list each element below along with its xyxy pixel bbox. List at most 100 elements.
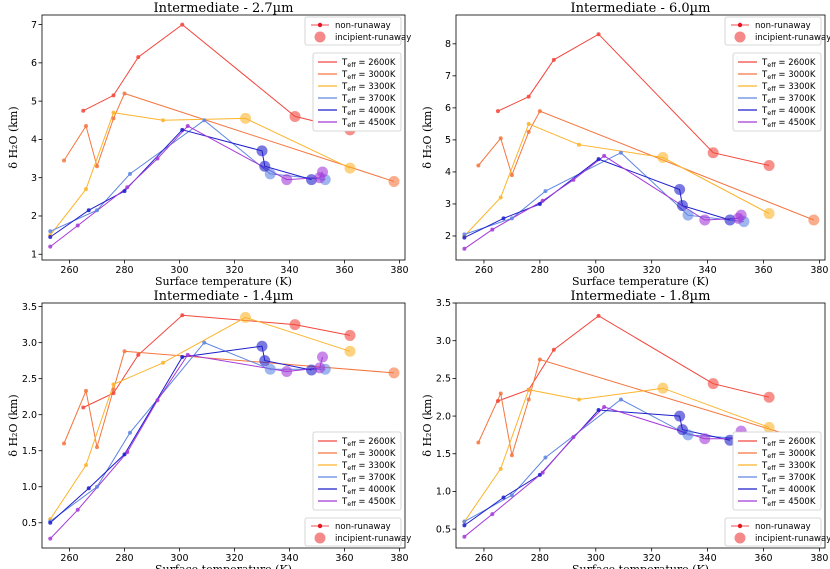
- non-runaway-point: [509, 493, 514, 498]
- non-runaway-point: [180, 355, 185, 360]
- series-line-teff-3000k: [63, 350, 395, 448]
- y-tick-label: 1.5: [22, 446, 37, 457]
- non-runaway-point: [48, 235, 53, 240]
- y-axis-label: δ H₂O (km): [421, 394, 434, 456]
- y-tick-label: 1: [31, 249, 37, 260]
- non-runaway-point: [161, 118, 165, 123]
- non-runaway-point: [490, 512, 495, 517]
- non-runaway-point: [462, 523, 467, 528]
- non-runaway-point: [180, 127, 185, 132]
- non-runaway-point: [75, 507, 80, 512]
- series-line-teff-3300k: [49, 112, 351, 236]
- legend-marker-non-runaway: [317, 523, 323, 529]
- non-runaway-point: [86, 486, 91, 491]
- non-runaway-point: [86, 208, 91, 213]
- teff-legend-label: Teff = 3700K: [341, 473, 396, 484]
- incipient-point: [763, 208, 775, 220]
- incipient-point: [344, 345, 356, 357]
- y-tick-label: 0.5: [22, 518, 37, 529]
- y-tick-label: 1.0: [22, 482, 37, 493]
- non-runaway-point: [62, 441, 66, 446]
- y-tick-label: 6: [31, 58, 37, 69]
- incipient-point: [657, 152, 669, 164]
- x-tick-label: 340: [699, 553, 717, 564]
- y-tick-label: 2.5: [436, 374, 451, 385]
- y-tick-label: 2.5: [22, 374, 37, 385]
- non-runaway-point: [462, 235, 467, 240]
- non-runaway-point: [526, 387, 531, 392]
- legend-marker-incipient: [314, 532, 326, 544]
- chart-title: Intermediate - 1.8µm: [571, 289, 711, 304]
- teff-legend-label: Teff = 2600K: [761, 58, 816, 69]
- non-runaway-point: [540, 198, 545, 203]
- non-runaway-point: [111, 116, 116, 121]
- y-tick-label: 3.0: [22, 338, 37, 349]
- non-runaway-point: [125, 185, 130, 190]
- non-runaway-point: [128, 171, 132, 176]
- x-tick-label: 360: [754, 553, 772, 564]
- y-tick-label: 5: [31, 96, 37, 107]
- non-runaway-point: [122, 349, 127, 354]
- incipient-point: [699, 214, 711, 226]
- non-runaway-point: [551, 347, 556, 352]
- x-tick-label: 320: [225, 553, 243, 564]
- incipient-point: [763, 421, 775, 433]
- non-runaway-point: [490, 227, 495, 232]
- x-axis-label: Surface temperature (K): [155, 275, 292, 288]
- series-line-teff-4000k: [50, 129, 312, 238]
- teff-legend-label: Teff = 4000K: [761, 106, 816, 117]
- x-axis-label: Surface temperature (K): [572, 563, 709, 569]
- series-line-teff-3700k: [50, 119, 326, 232]
- y-tick-label: 1.5: [436, 449, 451, 460]
- x-tick-label: 300: [170, 553, 188, 564]
- y-axis-label: δ H₂O (km): [421, 106, 434, 168]
- x-tick-label: 260: [475, 553, 493, 564]
- x-tick-label: 320: [225, 265, 243, 276]
- incipient-point: [676, 424, 688, 436]
- x-tick-label: 280: [531, 553, 549, 564]
- teff-legend-label: Teff = 4000K: [341, 485, 396, 496]
- non-runaway-point: [81, 405, 86, 410]
- non-runaway-point: [577, 397, 581, 402]
- x-tick-label: 320: [643, 265, 661, 276]
- y-tick-label: 3.0: [436, 336, 451, 347]
- non-runaway-point: [202, 340, 207, 345]
- non-runaway-point: [185, 352, 190, 357]
- series-line-teff-3700k: [50, 341, 326, 522]
- incipient-point: [306, 364, 317, 376]
- y-tick-label: 3: [31, 173, 37, 184]
- non-runaway-point: [476, 163, 481, 168]
- non-runaway-point: [501, 216, 506, 221]
- incipient-point: [674, 410, 686, 422]
- incipient-point: [388, 367, 400, 379]
- legend-label-non-runaway: non-runaway: [335, 21, 391, 31]
- series-line-teff-3300k: [463, 387, 770, 522]
- non-runaway-point: [596, 313, 601, 318]
- non-runaway-point: [95, 484, 99, 489]
- non-runaway-point: [155, 398, 160, 403]
- incipient-point: [707, 147, 719, 159]
- non-runaway-point: [125, 450, 130, 455]
- x-tick-label: 260: [60, 553, 78, 564]
- non-runaway-point: [551, 57, 556, 62]
- non-runaway-point: [128, 430, 132, 435]
- incipient-point: [763, 160, 775, 172]
- non-runaway-point: [602, 153, 607, 158]
- non-runaway-point: [537, 109, 542, 114]
- teff-legend-label: Teff = 2600K: [341, 58, 396, 69]
- legend-marker-non-runaway: [737, 22, 743, 28]
- incipient-point: [763, 391, 775, 403]
- non-runaway-point: [537, 472, 542, 477]
- series-line-teff-4500k: [464, 406, 742, 538]
- non-runaway-point: [81, 108, 86, 113]
- non-runaway-point: [136, 352, 141, 357]
- non-runaway-point: [462, 534, 467, 539]
- x-tick-label: 320: [643, 553, 661, 564]
- incipient-point: [657, 382, 669, 394]
- teff-legend-label: Teff = 3700K: [341, 94, 396, 105]
- legend-label-incipient-runaway: incipient-runaway: [335, 534, 411, 544]
- non-runaway-point: [509, 453, 514, 458]
- teff-legend-label: Teff = 3300K: [761, 82, 816, 93]
